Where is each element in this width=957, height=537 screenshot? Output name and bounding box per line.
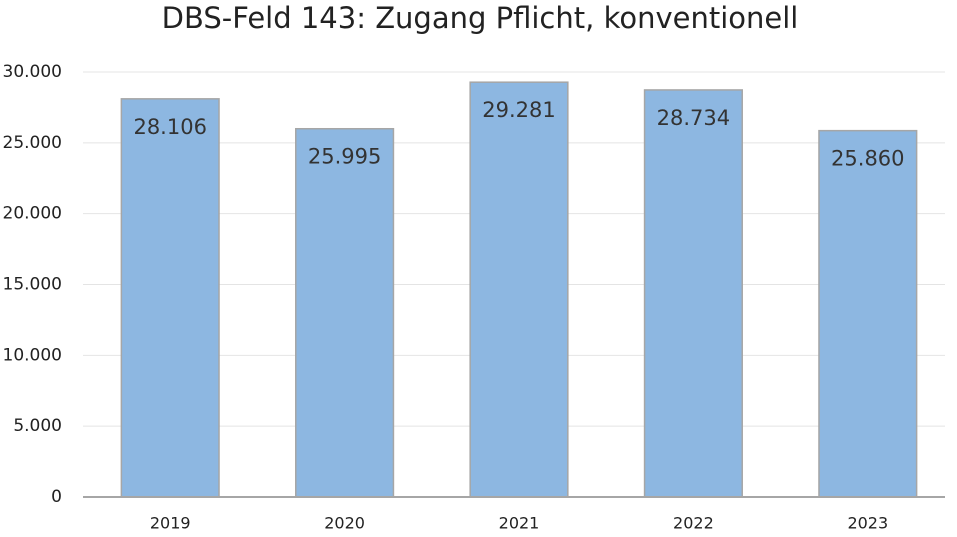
- bar: [120, 98, 220, 498]
- data-label: 28.106: [133, 115, 206, 139]
- y-tick-label: 10.000: [3, 345, 62, 365]
- y-tick-label: 0: [51, 487, 62, 507]
- data-label: 28.734: [657, 106, 730, 130]
- data-label: 29.281: [482, 98, 555, 122]
- data-label: 25.995: [308, 145, 381, 169]
- bar: [295, 127, 395, 498]
- bar: [643, 89, 743, 498]
- bar: [818, 129, 918, 498]
- y-tick-label: 15.000: [3, 275, 62, 295]
- x-tick-label: 2020: [324, 514, 365, 533]
- chart-title: DBS-Feld 143: Zugang Pflicht, konvention…: [162, 1, 799, 35]
- y-tick-label: 25.000: [3, 133, 62, 153]
- x-tick-label: 2022: [673, 514, 714, 533]
- x-tick-label: 2019: [150, 514, 191, 533]
- y-tick-label: 30.000: [3, 62, 62, 82]
- bar: [469, 81, 569, 498]
- x-tick-label: 2021: [499, 514, 540, 533]
- x-tick-label: 2023: [847, 514, 888, 533]
- y-tick-label: 5.000: [13, 416, 62, 436]
- y-tick-label: 20.000: [3, 204, 62, 224]
- data-label: 25.860: [831, 147, 904, 171]
